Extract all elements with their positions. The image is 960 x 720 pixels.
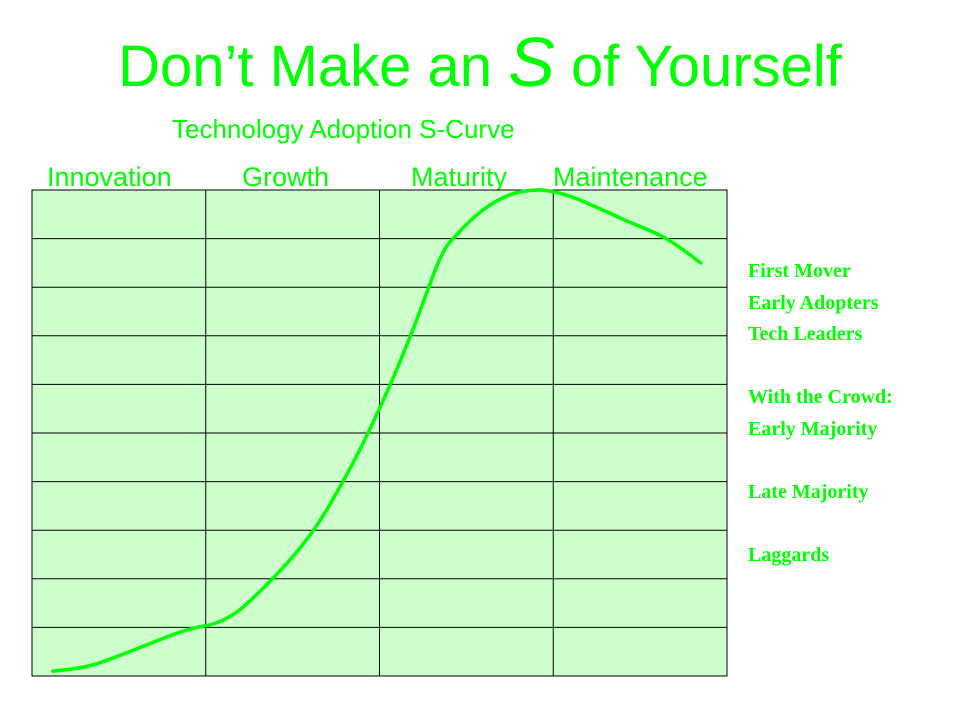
legend-early-adopters: Early Adopters [748, 291, 879, 314]
legend-late-majority: Late Majority [748, 480, 869, 503]
legend-laggards: Laggards [748, 543, 830, 566]
chart-subtitle: Technology Adoption S-Curve [172, 114, 515, 144]
legend-spacer [748, 508, 893, 540]
title-s: S [508, 23, 555, 101]
curve-layer [51, 188, 703, 673]
phase-label-innovation: Innovation [47, 162, 172, 192]
legend-first-mover: First Mover [748, 260, 851, 282]
adoption-curve [51, 188, 703, 673]
legend-spacer [748, 351, 893, 383]
title-part-2: of Yourself [554, 34, 842, 99]
slide-title: Don’t Make an S of Yourself [0, 26, 960, 103]
phase-label-maintenance: Maintenance [553, 162, 708, 192]
legend-spacer [748, 445, 893, 477]
legend-tech-leaders: Tech Leaders [748, 323, 863, 345]
grid [31, 189, 728, 677]
title-part-1: Don’t Make an [118, 34, 509, 99]
phase-label-maturity: Maturity [411, 162, 508, 192]
adopter-legend: First Mover Early Adopters Tech Leaders … [748, 256, 893, 571]
legend-with-the-crowd: With the Crowd: [748, 386, 893, 408]
legend-early-majority: Early Majority [748, 417, 878, 440]
phase-label-growth: Growth [242, 162, 330, 192]
